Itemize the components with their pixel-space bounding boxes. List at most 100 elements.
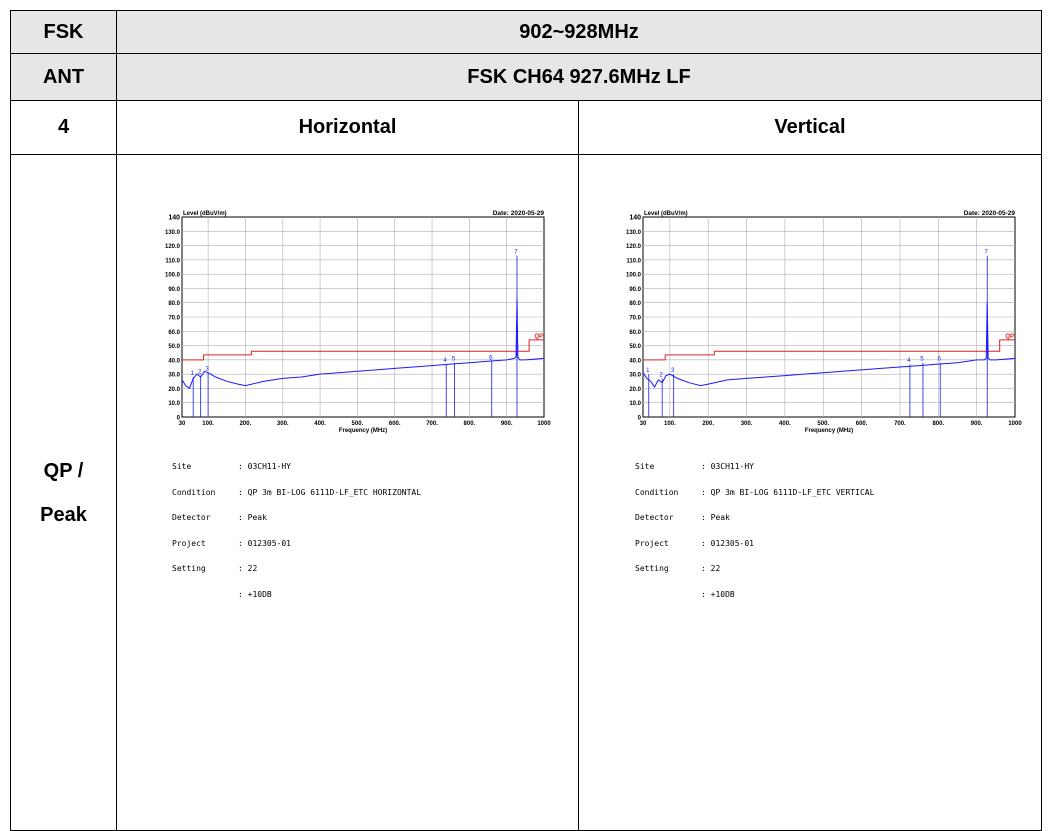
marker-label: 3 [205,367,209,373]
y-tick-label: 10.0 [168,401,180,407]
x-tick-label: 400. [314,421,326,427]
y-tick-label: 20.0 [629,387,641,393]
y-tick-label: 100.0 [165,273,181,279]
y-tick-label: 130.0 [626,230,642,236]
cell-horizontal-header: Horizontal [116,100,579,155]
y-tick-label: 40.0 [168,358,180,364]
info-condition-label: Condition [635,487,679,497]
y-tick-label: 60.0 [629,330,641,336]
info-site-label: Site [635,462,655,471]
polarization-vertical: Vertical [774,116,846,138]
info-detector-label: Detector [172,513,211,522]
y-tick-label: 90.0 [168,287,180,293]
info-setting-value: : 22 [238,564,258,573]
marker-label: 4 [907,358,911,364]
y-tick-label: 120.0 [626,244,642,250]
info-project-label: Project [172,538,206,548]
y-tick-label: 80.0 [629,301,641,307]
info-detector-value: : Peak [238,513,267,522]
limit-label: QP [1005,334,1014,340]
y-tick-label: 60.0 [168,330,180,336]
x-tick-label: 600. [856,421,868,427]
header-cell-band: 902~928MHz [116,10,1042,54]
plot-info-vertical: Site : 03CH11-HY Condition : QP 3m BI-LOG … [635,446,874,616]
detector-label-line2: Peak [40,503,87,526]
limit-line-qp [643,339,1015,361]
plot-date: Date: 2020-05-29 [493,210,545,217]
y-tick-label: 40.0 [629,358,641,364]
info-project-label: Project [635,538,669,548]
emission-chart-horizontal: 0 10.0 20.0 30.0 40.0 50.0 60.0 70.0 80.0 90.0 100… [165,210,551,434]
channel-value: FSK CH64 927.6MHz LF [467,65,691,88]
x-tick-label: 700. [426,421,438,427]
info-site-value: : 03CH11-HY [701,462,754,471]
x-tick-label: 100. [664,421,676,427]
emission-chart-vertical: 0 10.0 20.0 30.0 40.0 50.0 60.0 70.0 80.0 90.0 100… [626,210,1022,434]
x-tick-label: 800. [464,421,476,427]
plot-date: Date: 2020-05-29 [964,210,1016,217]
marker-label: 6 [489,355,493,361]
y-tick-label: 130.0 [165,230,181,236]
x-tick-label: 500. [352,421,364,427]
emission-plot-horizontal: 0 10.0 20.0 30.0 40.0 50.0 60.0 70.0 80.0 90.0 100… [160,207,554,443]
x-tick-label: 200. [240,421,252,427]
band-value: 902~928MHz [519,20,639,43]
info-condition-value: : QP 3m BI-LOG 6111D-LF_ETC VERTICAL [701,487,875,497]
y-tick-label: 50.0 [168,344,180,350]
marker-label: 3 [671,368,675,374]
info-detector-value: : Peak [701,513,730,522]
y-tick-label: 70.0 [629,316,641,322]
y-tick-label: 100.0 [626,273,642,279]
x-tick-label: 30 [179,421,186,427]
ant-label: ANT [42,65,85,88]
x-tick-label: 100. [202,421,214,427]
info-extra-value: : +10DB [238,589,272,599]
marker-label: 5 [452,357,456,363]
y-tick-label: 10.0 [629,401,641,407]
polarization-horizontal: Horizontal [298,116,397,138]
y-tick-label: 110.0 [165,258,180,264]
info-project-value: : 012305-01 [238,538,291,548]
info-extra-value: : +10DB [701,589,735,599]
y-tick-label: 70.0 [168,316,180,322]
info-project-value: : 012305-01 [701,538,754,548]
x-axis-label: Frequency (MHz) [339,428,387,434]
emission-trace [642,302,1016,388]
x-tick-label: 800. [932,421,944,427]
y-tick-label: 20.0 [168,387,180,393]
y-tick-label: 120.0 [165,244,181,250]
info-detector-label: Detector [635,513,674,522]
marker-label: 6 [938,357,942,363]
x-tick-label: 300. [277,421,289,427]
x-tick-label: 1000 [1008,421,1022,427]
y-axis-label: Level (dBuV/m) [644,211,688,217]
marker-label: 4 [444,358,448,364]
x-tick-label: 700. [894,421,906,427]
info-condition-label: Condition [172,487,216,497]
x-axis-label: Frequency (MHz) [805,428,853,434]
y-tick-label: 30.0 [629,373,641,379]
y-tick-label: 140 [168,215,180,222]
x-tick-label: 600. [389,421,401,427]
limit-label: QP [534,334,543,340]
cell-vertical-header: Vertical [578,100,1042,155]
info-setting-value: : 22 [701,564,721,573]
y-tick-label: 30.0 [168,373,180,379]
x-tick-label: 30 [640,421,647,427]
y-tick-label: 90.0 [629,287,641,293]
cell-detector-label: QP / Peak [10,154,117,831]
y-axis-label: Level (dBuV/m) [183,211,227,217]
emission-plot-vertical: 0 10.0 20.0 30.0 40.0 50.0 60.0 70.0 80.0 90.0 100… [621,207,1025,443]
limit-line-qp [182,339,544,361]
header-cell-channel: FSK CH64 927.6MHz LF [116,53,1042,101]
plot-info-horizontal: Site: 03CH11-HY Condition: QP 3m BI-LOG … [172,446,421,616]
info-setting-label: Setting [172,564,206,573]
x-tick-label: 900. [501,421,513,427]
marker-label: 2 [660,372,664,378]
x-tick-label: 400. [779,421,791,427]
y-tick-label: 0 [177,416,181,422]
header-cell-ant: ANT [10,53,117,101]
marker-label: 1 [646,368,650,374]
x-tick-label: 900. [971,421,983,427]
